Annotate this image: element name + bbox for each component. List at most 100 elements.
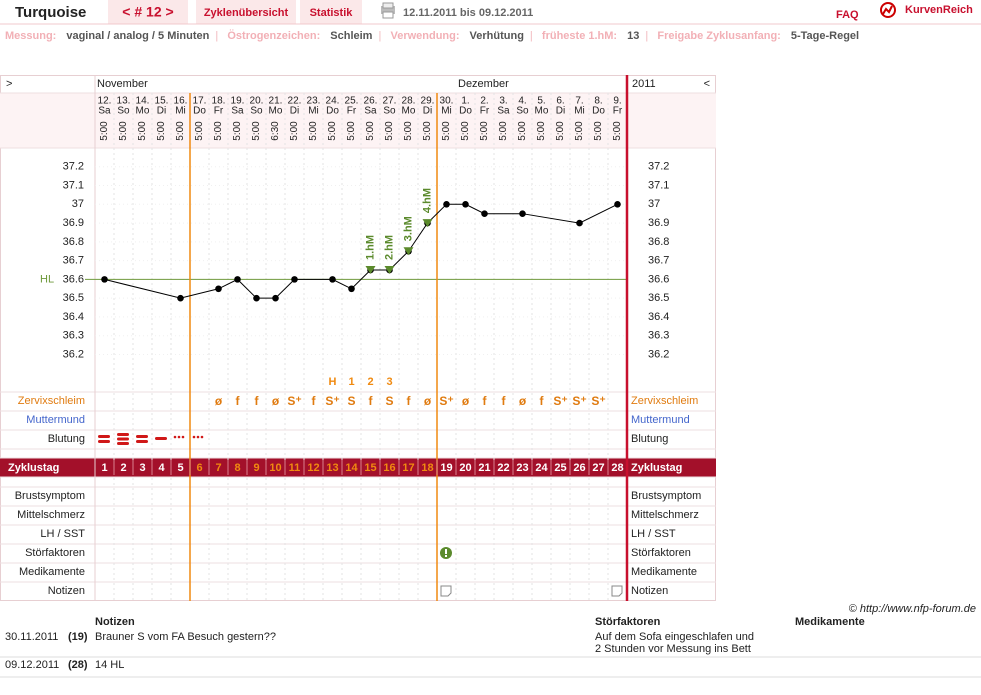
cycle-day: 14 (345, 462, 358, 474)
tab[interactable]: Zyklenübersicht (204, 7, 289, 19)
temperature-point (443, 201, 450, 208)
page-title: Turquoise (15, 4, 86, 21)
weekday-label: Di (157, 106, 166, 117)
separator: | (645, 30, 648, 42)
time-label: 5:00 (441, 121, 452, 141)
row-label: Mittelschmerz (17, 509, 85, 521)
row-label: Blutung (48, 433, 85, 445)
time-label: 5:00 (517, 121, 528, 141)
date-label: 30. (440, 96, 454, 107)
time-label: 5:00 (593, 121, 604, 141)
mucus-symbol: S⁺ (591, 394, 605, 408)
setting-value: 5-Tage-Regel (791, 30, 859, 42)
cycle-day: 10 (269, 462, 281, 474)
weekday-label: Mi (574, 106, 585, 117)
time-label: 5:00 (194, 121, 205, 141)
y-tick-label: 36.8 (63, 236, 84, 248)
date-label: 15. (155, 96, 169, 107)
time-label: 5:00 (327, 121, 338, 141)
tab[interactable]: Statistik (310, 7, 354, 19)
cycle-day: 26 (573, 462, 585, 474)
note-icons[interactable] (440, 585, 623, 597)
time-label: 5:00 (137, 121, 148, 141)
temperature-point (215, 285, 222, 293)
weekday-label: So (516, 106, 529, 117)
date-label: 18. (212, 96, 226, 107)
weekday-label: So (117, 106, 130, 117)
weekday-label: So (250, 106, 263, 117)
weekday-label: Di (290, 106, 299, 117)
faq-link[interactable]: FAQ (836, 9, 859, 21)
date-label: 2. (480, 96, 488, 107)
copyright: © http://www.nfp-forum.de (849, 603, 976, 615)
setting-label: Freigabe Zyklusanfang: (657, 30, 780, 42)
cycle-day: 16 (383, 462, 395, 474)
weekday-label: Fr (347, 106, 357, 117)
time-label: 5:00 (460, 121, 471, 141)
mucus-symbol: f (407, 394, 412, 408)
date-header-bg (627, 93, 716, 148)
weekday-label: Mo (269, 106, 283, 117)
y-tick-label: 36.3 (648, 330, 669, 342)
weekday-label: So (383, 106, 396, 117)
time-label: 5:00 (308, 121, 319, 141)
row-label: Zervixschleim (631, 395, 698, 407)
month-label: Dezember (458, 78, 509, 90)
weekday-label: Sa (231, 106, 244, 117)
bleeding-icons (98, 433, 204, 445)
weekday-label: Di (423, 106, 432, 117)
row-label: Zervixschleim (18, 395, 85, 407)
cycle-day: 20 (459, 462, 471, 474)
cycle-day: 13 (326, 462, 338, 474)
nav-left[interactable]: > (6, 78, 12, 90)
date-label: 20. (250, 96, 264, 107)
time-label: 5:00 (384, 121, 395, 141)
weekday-label: Mi (308, 106, 319, 117)
weekday-label: Do (193, 106, 206, 117)
time-label: 5:00 (574, 121, 585, 141)
date-label: 25. (345, 96, 359, 107)
time-label: 5:00 (118, 121, 129, 141)
y-tick-label: 36.3 (63, 330, 84, 342)
temperature-point (329, 276, 336, 283)
cycle-day-bar (0, 458, 716, 477)
cycle-nav[interactable]: < # 12 > (122, 4, 173, 20)
cycle-day: 6 (196, 462, 202, 474)
mucus-symbol: f (255, 394, 260, 408)
date-label: 5. (537, 96, 545, 107)
date-label: 13. (117, 96, 131, 107)
note-disturbance: 2 Stunden vor Messung ins Bett (595, 643, 751, 655)
nav-right[interactable]: < (704, 78, 710, 90)
time-label: 5:00 (213, 121, 224, 141)
date-label: 4. (518, 96, 526, 107)
row-label: Mittelschmerz (631, 509, 699, 521)
time-label: 5:00 (156, 121, 167, 141)
weekday-label: Sa (364, 106, 377, 117)
note-text: Brauner S vom FA Besuch gestern?? (95, 631, 276, 643)
note-day: (19) (68, 631, 88, 643)
mucus-symbol: S⁺ (439, 394, 453, 408)
disturbance-icon (440, 547, 452, 559)
weekday-label: Fr (214, 106, 224, 117)
hm-marker (422, 219, 433, 228)
y-tick-label: 36.5 (63, 292, 84, 304)
y-tick-label: 37 (648, 198, 660, 210)
row-label: Notizen (631, 585, 668, 597)
temperature-point (272, 294, 279, 302)
cycle-day: 1 (101, 462, 107, 474)
row-label: Blutung (631, 433, 668, 445)
cycle-day: 5 (177, 462, 183, 474)
weekday-label: Mi (441, 106, 452, 117)
weekday-label: Fr (613, 106, 623, 117)
cycle-day: 22 (497, 462, 509, 474)
time-label: 5:00 (422, 121, 433, 141)
hm-marker (403, 247, 414, 256)
mucus-symbol: f (236, 394, 241, 408)
logo[interactable]: KurvenReich (905, 4, 973, 16)
y-tick-label: 36.2 (648, 348, 669, 360)
setting-label: früheste 1.hM: (542, 30, 617, 42)
cycle-day: 12 (307, 462, 319, 474)
notes-header: Medikamente (795, 616, 865, 628)
y-tick-label: 36.5 (648, 292, 669, 304)
